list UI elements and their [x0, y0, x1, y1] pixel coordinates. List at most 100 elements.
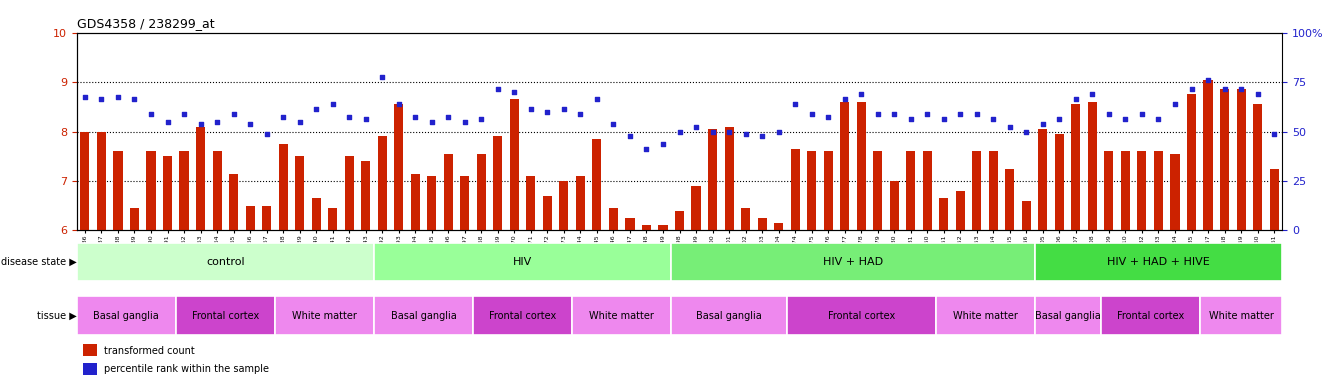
Text: HIV + HAD + HIVE: HIV + HAD + HIVE	[1107, 257, 1210, 267]
Text: HIV: HIV	[513, 257, 533, 267]
Bar	[724, 127, 734, 230]
Bar	[77, 296, 176, 335]
Text: tissue ▶: tissue ▶	[37, 311, 77, 321]
Bar	[989, 151, 998, 230]
Bar	[378, 136, 387, 230]
Bar	[493, 136, 502, 230]
Bar	[526, 176, 535, 230]
Bar	[824, 151, 833, 230]
Text: Basal ganglia: Basal ganglia	[1035, 311, 1100, 321]
Bar	[625, 218, 635, 230]
Bar	[672, 296, 787, 335]
Point	[356, 116, 377, 122]
Point	[999, 124, 1021, 130]
Bar	[345, 156, 354, 230]
Bar	[196, 127, 205, 230]
Bar	[742, 208, 750, 230]
Bar	[1035, 243, 1282, 281]
Bar	[374, 296, 473, 335]
Bar	[592, 139, 602, 230]
Bar	[163, 156, 172, 230]
Point	[817, 114, 838, 120]
Point	[471, 116, 492, 122]
Bar	[1071, 104, 1080, 230]
Bar	[1269, 169, 1278, 230]
Bar	[114, 151, 123, 230]
Point	[405, 114, 426, 120]
Point	[801, 111, 822, 117]
Point	[1032, 121, 1054, 127]
Point	[1181, 86, 1202, 93]
Bar	[808, 151, 816, 230]
Bar	[839, 102, 849, 230]
Bar	[246, 206, 255, 230]
Point	[554, 106, 575, 113]
Bar	[1137, 151, 1146, 230]
Point	[982, 116, 1003, 122]
Point	[371, 74, 393, 80]
Point	[438, 114, 459, 120]
Bar	[312, 198, 321, 230]
Bar	[361, 161, 370, 230]
Point	[223, 111, 245, 117]
Bar	[444, 154, 453, 230]
Bar	[543, 196, 551, 230]
Point	[206, 119, 227, 125]
Text: Basal ganglia: Basal ganglia	[94, 311, 159, 321]
Bar	[83, 344, 98, 356]
Bar	[787, 296, 936, 335]
Bar	[176, 296, 275, 335]
Point	[1066, 96, 1087, 103]
Bar	[791, 149, 800, 230]
Point	[488, 86, 509, 93]
Bar	[1236, 89, 1245, 230]
Bar	[775, 223, 783, 230]
Bar	[1104, 151, 1113, 230]
Text: Frontal cortex: Frontal cortex	[489, 311, 557, 321]
Bar	[411, 174, 420, 230]
Point	[1048, 116, 1069, 122]
Point	[867, 111, 888, 117]
Point	[653, 141, 674, 147]
Bar	[147, 151, 156, 230]
Point	[702, 128, 723, 135]
Bar	[510, 99, 520, 230]
Bar	[83, 363, 98, 375]
Point	[718, 128, 739, 135]
Point	[636, 146, 657, 152]
Bar	[1035, 296, 1101, 335]
Point	[537, 109, 558, 115]
Point	[107, 94, 128, 100]
Point	[933, 116, 954, 122]
Text: White matter: White matter	[953, 311, 1018, 321]
Point	[157, 119, 178, 125]
Bar	[275, 296, 374, 335]
Bar	[1200, 296, 1282, 335]
Bar	[295, 156, 304, 230]
Bar	[130, 208, 139, 230]
Point	[768, 128, 789, 135]
Point	[587, 96, 608, 103]
Text: Frontal cortex: Frontal cortex	[828, 311, 895, 321]
Bar	[1055, 134, 1064, 230]
Bar	[906, 151, 915, 230]
Point	[966, 111, 988, 117]
Point	[751, 133, 772, 139]
Point	[620, 133, 641, 139]
Bar	[1022, 201, 1031, 230]
Point	[603, 121, 624, 127]
Point	[1081, 91, 1103, 98]
Bar	[936, 296, 1035, 335]
Bar	[427, 176, 436, 230]
Bar	[972, 151, 981, 230]
Point	[1264, 131, 1285, 137]
Text: Basal ganglia: Basal ganglia	[697, 311, 761, 321]
Point	[1198, 76, 1219, 83]
Bar	[676, 210, 683, 230]
Point	[290, 119, 311, 125]
Bar	[890, 181, 899, 230]
Point	[685, 124, 706, 130]
Bar	[328, 208, 337, 230]
Bar	[923, 151, 932, 230]
Bar	[691, 186, 701, 230]
